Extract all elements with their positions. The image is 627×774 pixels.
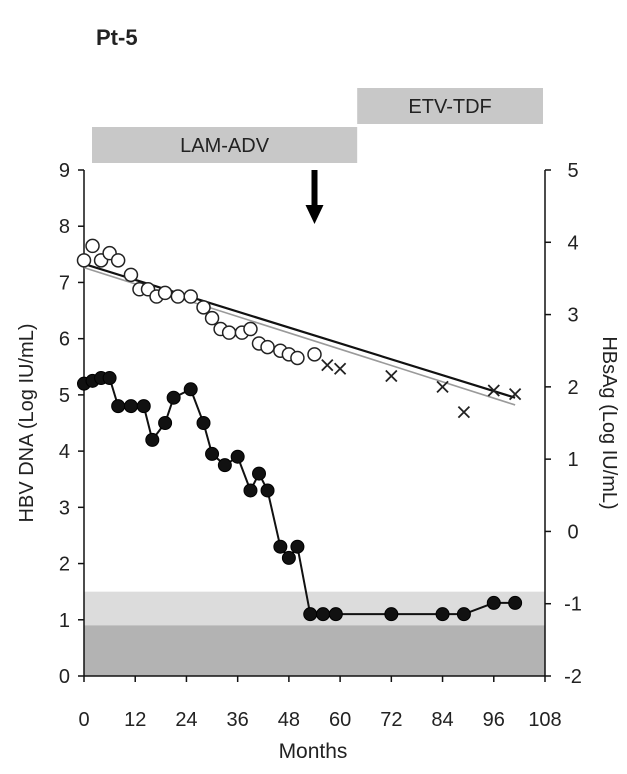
treatment-bar-lam-adv [92, 127, 358, 163]
x-tick-label: 60 [329, 709, 351, 731]
hbv-dna-point [273, 539, 288, 554]
left-tick-label: 1 [59, 610, 70, 632]
left-tick-label: 4 [59, 441, 70, 463]
left-tick-label: 5 [59, 385, 70, 407]
hbv-dna-point [183, 382, 198, 397]
hbv-dna-point [111, 399, 126, 414]
left-tick-label: 6 [59, 329, 70, 351]
hbv-dna-point [508, 595, 523, 610]
hbsag-cross-point [333, 362, 347, 375]
right-tick-label: 1 [567, 449, 578, 471]
x-tick-label: 0 [78, 709, 89, 731]
hbv-dna-point [384, 607, 399, 622]
x-tick-label: 48 [278, 709, 300, 731]
hbsag-cross-point [487, 384, 500, 397]
hbsag-point [260, 339, 275, 355]
left-tick-label: 8 [59, 216, 70, 238]
chart-title: Pt-5 [96, 25, 138, 50]
hbv-dna-point [328, 607, 343, 622]
hbv-dna-point [145, 432, 160, 447]
left-tick-label: 7 [59, 272, 70, 294]
right-tick-label: -1 [564, 594, 582, 616]
hbv-dna-point [303, 607, 318, 622]
hbv-dna-point [166, 390, 181, 405]
arrow-marker [305, 170, 324, 224]
treatment-label: LAM-ADV [180, 135, 270, 157]
x-axis-label: Months [279, 740, 348, 763]
y-axis-label-right: HBsAg (Log IU/mL) [598, 336, 620, 509]
hbsag-point [123, 267, 139, 283]
hbsag-cross-point [457, 406, 471, 419]
detection-bands [84, 591, 545, 676]
hbsag-cross-point [436, 380, 449, 393]
treatment-label: ETV-TDF [408, 96, 491, 118]
hbv-dna-series [77, 371, 523, 622]
hbsag-cross-point [385, 369, 398, 383]
x-tick-label: 108 [528, 709, 561, 731]
trendline-dark [83, 262, 516, 399]
hbsag-point [196, 300, 211, 315]
hbsag-point [170, 289, 186, 304]
hbv-dna-point [316, 607, 331, 622]
right-tick-label: 3 [567, 305, 578, 327]
hbv-dna-point [136, 399, 151, 414]
hbv-dna-point [290, 539, 305, 554]
hbsag-point [290, 350, 305, 366]
hbv-dna-point [230, 449, 245, 464]
right-axis-ticks: -2 -1 0 1 2 3 4 5 [545, 160, 582, 688]
right-tick-label: 2 [567, 377, 578, 399]
hbsag-point [243, 321, 258, 337]
left-axis-ticks: 0 1 2 3 4 5 6 7 8 9 [59, 160, 84, 688]
x-tick-label: 96 [483, 709, 505, 731]
treatment-bar-etv-tdf [357, 88, 543, 124]
hbsag-cross-point [508, 387, 522, 401]
hbv-dna-point [158, 416, 173, 430]
right-tick-label: -2 [564, 666, 582, 688]
left-tick-label: 2 [59, 554, 70, 576]
hbv-dna-point [435, 607, 450, 622]
left-tick-label: 0 [59, 666, 70, 688]
hbsag-point [204, 310, 220, 326]
hbv-dna-point [205, 446, 220, 461]
x-tick-label: 24 [175, 709, 197, 731]
hbsag-point [110, 253, 126, 268]
x-axis-ticks: 0 12 24 36 48 60 72 84 96 108 [78, 676, 562, 731]
hbsag-point [76, 253, 92, 268]
hbv-dna-point [196, 416, 211, 430]
hbv-dna-point [217, 458, 232, 473]
right-tick-label: 0 [567, 521, 578, 543]
hbsag-point [183, 289, 198, 304]
hbsag-point [85, 238, 100, 254]
hbv-dna-point [456, 607, 471, 622]
left-tick-label: 9 [59, 160, 70, 182]
hbv-dna-point [260, 483, 275, 498]
x-tick-label: 12 [124, 709, 146, 731]
y-axis-label-left: HBV DNA (Log IU/mL) [16, 324, 38, 523]
x-tick-label: 84 [431, 709, 453, 731]
arrow-shaft [311, 170, 318, 210]
series-line-hbv_dna [83, 377, 516, 616]
hbv-dna-point [243, 483, 258, 498]
treatment-bars: LAM-ADV ETV-TDF [92, 88, 543, 163]
x-tick-label: 36 [227, 709, 249, 731]
hbv-dna-point [486, 595, 501, 610]
x-tick-label: 72 [380, 709, 402, 731]
right-tick-label: 5 [567, 160, 578, 182]
left-tick-label: 3 [59, 497, 70, 519]
hbsag-point [307, 347, 322, 362]
hbsag-series [76, 238, 522, 419]
hbv-dna-point [252, 466, 267, 481]
hbsag-point [221, 325, 237, 340]
hbsag-cross-point [321, 359, 334, 372]
right-tick-label: 4 [567, 232, 578, 254]
arrow-head [305, 205, 324, 224]
hbv-dna-point [281, 550, 296, 565]
hbv-dna-point [102, 371, 117, 386]
hbsag-point [157, 285, 173, 301]
detection-band-inner [84, 625, 545, 676]
hbv-dna-point [123, 399, 138, 414]
